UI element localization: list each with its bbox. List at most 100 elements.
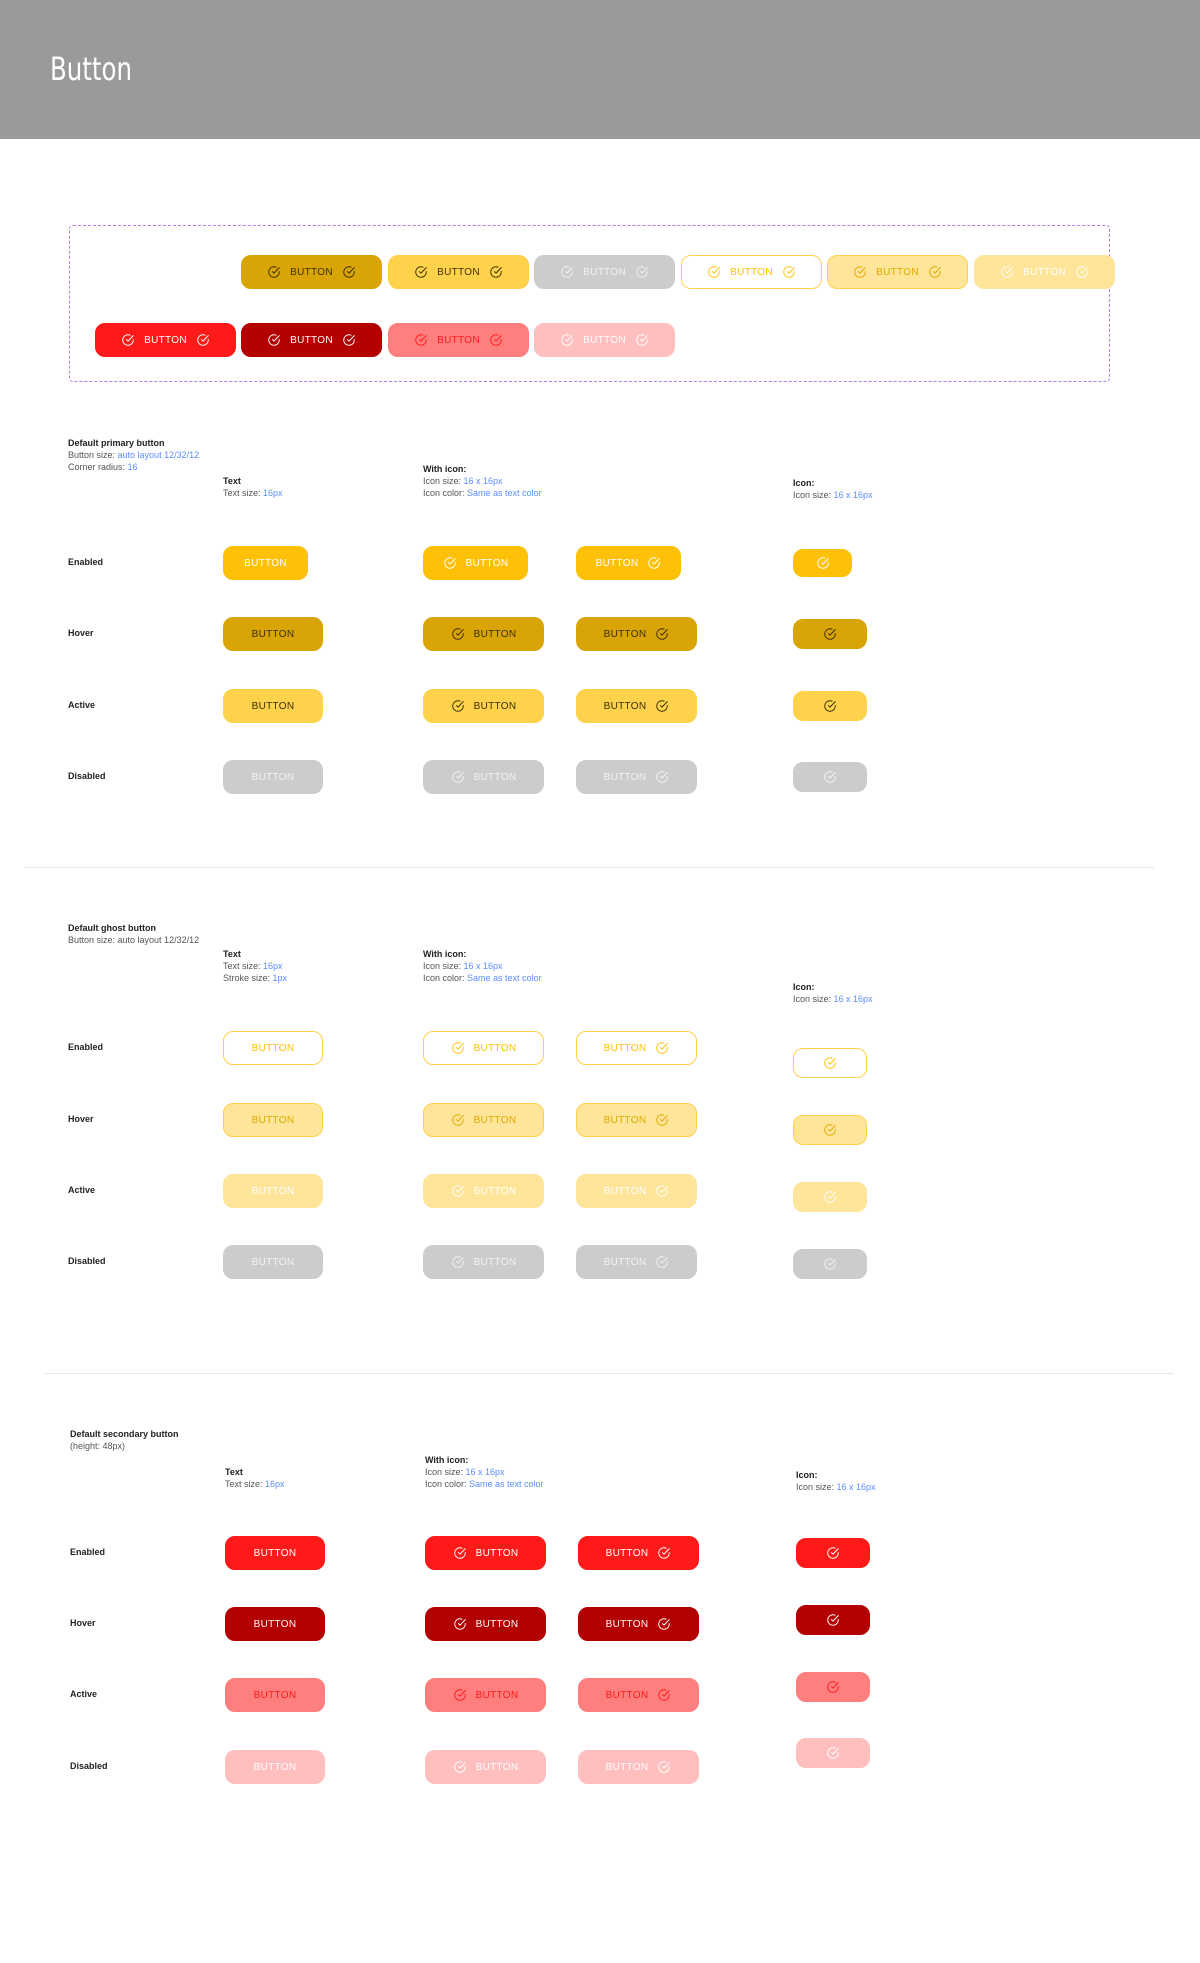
ghost-hover-both-button[interactable]: BUTTON [827,255,968,289]
secondary-hover-icon-right-button[interactable]: BUTTON [578,1607,699,1641]
ghost-enabled-both-button[interactable]: BUTTON [681,255,822,289]
check-circle-icon [451,1255,465,1269]
button-label: BUTTON [290,266,333,278]
ghost-active-text-button[interactable]: BUTTON [223,1174,323,1208]
check-circle-icon [823,1257,837,1271]
check-circle-icon [1075,265,1089,279]
ghost-hover-icon-left-button[interactable]: BUTTON [423,1103,544,1137]
primary-hover-both-button[interactable]: BUTTON [241,255,382,289]
primary-active-icon-button[interactable] [793,691,867,721]
ghost-enabled-icon-left-button[interactable]: BUTTON [423,1031,544,1065]
button-label: BUTTON [605,1689,649,1701]
check-circle-icon [489,333,503,347]
column-header-text: Text Text size: 16px Stroke size: 1px [223,948,287,984]
section-title: Default secondary button (height: 48px) [70,1428,179,1452]
check-circle-icon [826,1680,840,1694]
secondary-disabled-icon-button[interactable] [796,1738,870,1768]
state-label-active: Active [68,1185,96,1195]
note-line: Icon color: Same as text color [423,973,542,983]
primary-active-text-button[interactable]: BUTTON [223,689,323,723]
ghost-enabled-icon-right-button[interactable]: BUTTON [576,1031,697,1065]
button-label: BUTTON [251,1114,295,1126]
secondary-active-icon-right-button[interactable]: BUTTON [578,1678,699,1712]
ghost-active-icon-right-button[interactable]: BUTTON [576,1174,697,1208]
note-heading: With icon: [423,949,467,959]
secondary-disabled-both-button[interactable]: BUTTON [534,323,675,357]
button-label: BUTTON [251,628,295,640]
check-circle-icon [823,1123,837,1137]
secondary-hover-icon-button[interactable] [796,1605,870,1635]
secondary-enabled-text-button[interactable]: BUTTON [225,1536,325,1570]
secondary-enabled-icon-right-button[interactable]: BUTTON [578,1536,699,1570]
primary-enabled-text-button[interactable]: BUTTON [223,546,308,580]
primary-enabled-icon-right-button[interactable]: BUTTON [576,546,681,580]
ghost-active-icon-left-button[interactable]: BUTTON [423,1174,544,1208]
check-circle-icon [121,333,135,347]
secondary-active-icon-left-button[interactable]: BUTTON [425,1678,546,1712]
secondary-active-text-button[interactable]: BUTTON [225,1678,325,1712]
button-label: BUTTON [437,266,480,278]
column-header-icon: Icon: Icon size: 16 x 16px [793,477,873,501]
ghost-hover-icon-button[interactable] [793,1115,867,1145]
primary-active-icon-left-button[interactable]: BUTTON [423,689,544,723]
secondary-hover-text-button[interactable]: BUTTON [225,1607,325,1641]
section-title: Default primary button Button size: auto … [68,437,199,473]
check-circle-icon [655,1184,669,1198]
check-circle-icon [823,1190,837,1204]
secondary-hover-both-button[interactable]: BUTTON [241,323,382,357]
secondary-enabled-icon-left-button[interactable]: BUTTON [425,1536,546,1570]
primary-active-icon-right-button[interactable]: BUTTON [576,689,697,723]
primary-hover-icon-right-button[interactable]: BUTTON [576,617,697,651]
ghost-disabled-icon-right-button[interactable]: BUTTON [576,1245,697,1279]
button-label: BUTTON [595,557,639,569]
ghost-hover-text-button[interactable]: BUTTON [223,1103,323,1137]
check-circle-icon [823,627,837,641]
primary-enabled-icon-button[interactable] [793,549,852,577]
ghost-active-both-button[interactable]: BUTTON [974,255,1115,289]
secondary-enabled-both-button[interactable]: BUTTON [95,323,236,357]
button-label: BUTTON [473,628,517,640]
column-header-text: Text Text size: 16px [225,1466,285,1490]
button-label: BUTTON [465,557,509,569]
ghost-active-icon-button[interactable] [793,1182,867,1212]
secondary-active-icon-button[interactable] [796,1672,870,1702]
note-heading: Default ghost button [68,923,156,933]
primary-hover-icon-left-button[interactable]: BUTTON [423,617,544,651]
primary-disabled-icon-button[interactable] [793,762,867,792]
note-line: Text size: 16px [223,488,283,498]
ghost-hover-icon-right-button[interactable]: BUTTON [576,1103,697,1137]
button-label: BUTTON [603,628,647,640]
check-circle-icon [826,1546,840,1560]
check-circle-icon [826,1746,840,1760]
ghost-disabled-icon-left-button[interactable]: BUTTON [423,1245,544,1279]
primary-active-both-button[interactable]: BUTTON [388,255,529,289]
primary-disabled-icon-right-button[interactable]: BUTTON [576,760,697,794]
state-label-active: Active [70,1689,98,1699]
ghost-disabled-text-button[interactable]: BUTTON [223,1245,323,1279]
secondary-disabled-text-button[interactable]: BUTTON [225,1750,325,1784]
secondary-active-both-button[interactable]: BUTTON [388,323,529,357]
note-line: Icon color: Same as text color [425,1479,544,1489]
primary-disabled-text-button[interactable]: BUTTON [223,760,323,794]
check-circle-icon [635,333,649,347]
note-heading: Icon: [796,1470,818,1480]
ghost-enabled-text-button[interactable]: BUTTON [223,1031,323,1065]
secondary-enabled-icon-button[interactable] [796,1538,870,1568]
secondary-hover-icon-left-button[interactable]: BUTTON [425,1607,546,1641]
secondary-disabled-icon-right-button[interactable]: BUTTON [578,1750,699,1784]
note-line: Icon size: 16 x 16px [423,476,503,486]
primary-disabled-both-button[interactable]: BUTTON [534,255,675,289]
primary-enabled-icon-left-button[interactable]: BUTTON [423,546,528,580]
button-label: BUTTON [730,266,773,278]
primary-hover-icon-button[interactable] [793,619,867,649]
button-label: BUTTON [1023,266,1066,278]
primary-disabled-icon-left-button[interactable]: BUTTON [423,760,544,794]
note-line: Icon size: 16 x 16px [793,994,873,1004]
note-heading: With icon: [423,464,467,474]
secondary-disabled-icon-left-button[interactable]: BUTTON [425,1750,546,1784]
ghost-disabled-icon-button[interactable] [793,1249,867,1279]
button-label: BUTTON [583,334,626,346]
ghost-enabled-icon-button[interactable] [793,1048,867,1078]
check-circle-icon [655,770,669,784]
primary-hover-text-button[interactable]: BUTTON [223,617,323,651]
